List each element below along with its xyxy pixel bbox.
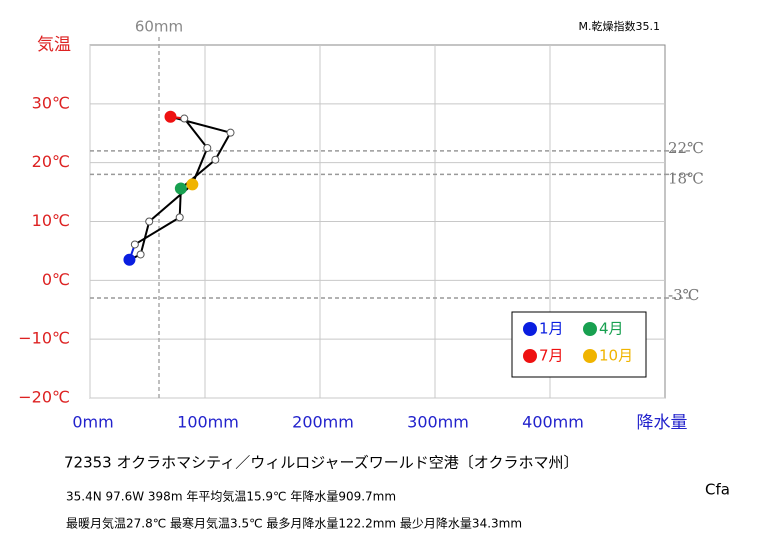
climate-segment (170, 115, 231, 134)
climate-segment (214, 132, 232, 161)
month-point (226, 128, 235, 137)
legend-marker (523, 322, 537, 336)
x-tick-label: 100mm (177, 413, 239, 432)
legend-label: 10月 (599, 347, 633, 365)
legend-marker (583, 322, 597, 336)
month-point (164, 110, 177, 123)
info-line: 35.4N 97.6W 398m 年平均気温15.9℃ 年降水量909.7mm (66, 489, 396, 504)
month-point (136, 250, 145, 259)
legend-marker (583, 349, 597, 363)
x-tick-label: 0mm (72, 413, 113, 432)
station-title: 72353 オクラホマシティ／ウィルロジャーズワールド空港〔オクラホマ州〕 (64, 454, 579, 472)
climate-segment (183, 117, 209, 149)
y-tick-label: 0℃ (42, 270, 70, 289)
reference-label: 18℃ (668, 169, 704, 187)
climate-segment (191, 147, 209, 185)
y-tick-label: −10℃ (18, 329, 70, 348)
x-tick-label: 300mm (407, 413, 469, 432)
reference-label: 60mm (135, 18, 183, 36)
month-point (186, 178, 199, 191)
dryness-index: M.乾燥指数35.1 (579, 19, 660, 33)
month-point (174, 182, 187, 195)
reference-label: -3℃ (668, 286, 699, 304)
month-point (211, 155, 220, 164)
legend-label: 7月 (539, 347, 564, 365)
y-tick-label: −20℃ (18, 388, 70, 407)
month-point (175, 213, 184, 222)
y-tick-label: 20℃ (32, 152, 70, 171)
x-axis-label: 降水量 (637, 413, 688, 433)
climate-segment (134, 216, 181, 246)
legend-marker (523, 349, 537, 363)
legend-label: 1月 (539, 320, 564, 338)
y-axis-label: 気温 (37, 35, 71, 55)
month-point (145, 217, 154, 226)
climate-class: Cfa (705, 481, 730, 499)
y-tick-label: 10℃ (32, 211, 70, 230)
month-point (180, 114, 189, 123)
climate-segment (139, 221, 151, 255)
info-line: 最暖月気温27.8℃ 最寒月気温3.5℃ 最多月降水量122.2mm 最少月降水… (66, 516, 522, 531)
month-point (203, 143, 212, 152)
reference-label: 22℃ (668, 139, 704, 157)
x-tick-label: 200mm (292, 413, 354, 432)
x-tick-label: 400mm (522, 413, 584, 432)
month-point (130, 240, 139, 249)
y-tick-label: 30℃ (32, 93, 70, 112)
legend-label: 4月 (599, 320, 624, 338)
month-point (123, 253, 136, 266)
legend (511, 311, 647, 378)
